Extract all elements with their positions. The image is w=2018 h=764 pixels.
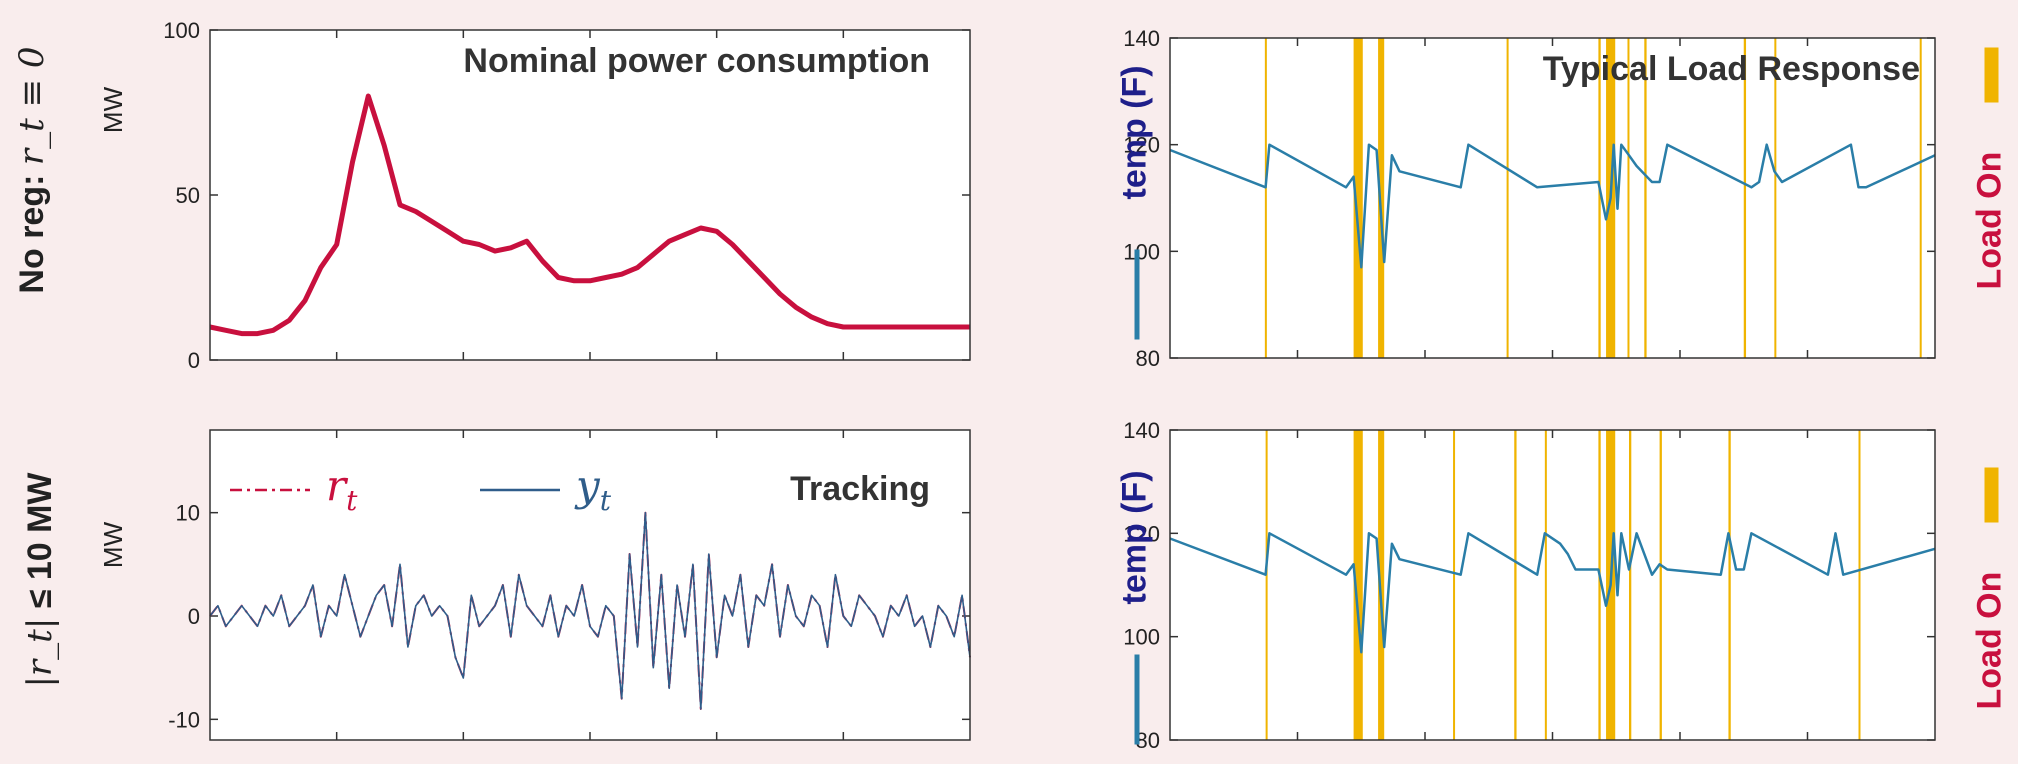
series-line-main	[209, 93, 970, 337]
y-tick-label: 120	[1123, 133, 1160, 158]
load-on-bar	[1629, 430, 1632, 740]
y-tick-label: 50	[176, 183, 200, 208]
power-chart: 0 50 100 Nominal power consumption MW	[98, 18, 971, 373]
row-label-bottom-text: ≤ 10 MW	[21, 472, 59, 618]
row-label-bottom-math: |r_t|	[20, 617, 60, 688]
load-on-bar	[1353, 430, 1363, 740]
y-tick-label: 100	[1123, 239, 1160, 264]
load-bottom-chart: 80 100 120 140	[1123, 418, 1936, 753]
load-on-swatch-top	[1984, 47, 1999, 103]
row-label-top-math: r_t ≡ 0	[12, 46, 52, 166]
load-top-chart: 80 100 120 140 Typical Load Response	[1123, 26, 1936, 371]
plot-frame	[209, 29, 971, 361]
y-tick-label: -10	[168, 707, 200, 732]
plot-area	[1170, 430, 1935, 740]
series-line-temp	[1169, 532, 1936, 654]
load-on-swatch-bottom	[1984, 467, 1999, 523]
load-on-bar	[1743, 38, 1747, 358]
plot-frame	[1169, 37, 1936, 359]
series-line-yt	[209, 511, 971, 710]
plot-frame	[1169, 429, 1936, 741]
chart-title: Tracking	[790, 470, 930, 508]
legend-subscript: t	[346, 484, 358, 517]
row-label-top-text: No reg:	[13, 165, 51, 294]
load-on-bar	[1378, 38, 1385, 358]
temp-swatch-bottom	[1134, 654, 1140, 745]
load-on-bar	[1858, 430, 1861, 740]
load-on-bar	[1919, 38, 1922, 358]
load-on-label-top: Load On	[1970, 47, 2010, 290]
load-on-bar	[1378, 430, 1385, 740]
load-on-bar	[1353, 38, 1363, 358]
y-tick-label: 80	[1136, 728, 1160, 753]
y-tick-label: 10	[176, 501, 200, 526]
plot-area	[1170, 38, 1935, 358]
y-tick-label: 100	[163, 18, 200, 43]
y-tick-label: 0	[188, 604, 200, 629]
y-tick-label: 0	[188, 348, 200, 373]
load-bottom-chart-panel: 80 100 120 140	[1075, 418, 1975, 764]
plot-frame	[209, 429, 971, 741]
y-axis-label: MW	[98, 86, 128, 133]
y-tick-label: 80	[1136, 346, 1160, 371]
y-tick-label: 100	[1123, 625, 1160, 650]
load-on-bar	[1774, 38, 1777, 358]
load-on-bar	[1506, 38, 1509, 358]
load-on-bar	[1544, 430, 1547, 740]
load-on-bar	[1728, 430, 1731, 740]
series-line-temp	[1169, 143, 1936, 269]
load-on-bar	[1598, 38, 1601, 358]
load-on-bar	[1644, 38, 1647, 358]
row-label-bottom: |r_t| ≤ 10 MW	[20, 400, 60, 760]
temp-label-bottom: temp (F)	[1116, 445, 1155, 745]
y-tick-label: 140	[1123, 26, 1160, 51]
power-chart-panel: 0 50 100 Nominal power consumption MW	[98, 18, 1040, 390]
row-label-top: No reg: r_t ≡ 0	[12, 0, 52, 350]
legend-subscript: t	[600, 484, 612, 517]
load-on-bar	[1264, 38, 1267, 358]
y-axis-label: MW	[98, 521, 128, 568]
plot-area	[210, 430, 970, 740]
load-on-bar	[1453, 430, 1456, 740]
load-on-bar	[1627, 38, 1630, 358]
load-on-label-bottom-text: Load On	[1970, 571, 2009, 710]
load-on-label-bottom: Load On	[1970, 467, 2010, 710]
load-top-chart-panel: 80 100 120 140 Typical Load Response	[1075, 20, 1975, 390]
y-tick-label: 120	[1123, 521, 1160, 546]
temp-label-top-text: temp (F)	[1115, 65, 1154, 200]
plot-area	[210, 30, 970, 360]
temp-label-bottom-text: temp (F)	[1115, 470, 1154, 605]
load-on-bar	[1598, 430, 1601, 740]
load-on-label-top-text: Load On	[1970, 151, 2009, 290]
chart-title: Typical Load Response	[1543, 50, 1920, 88]
temp-label-top: temp (F)	[1116, 40, 1155, 340]
chart-title: Nominal power consumption	[463, 42, 930, 80]
load-on-bar	[1659, 430, 1662, 740]
tracking-chart-panel: -10 0 10 Tracking MW rt yt	[98, 429, 1040, 764]
load-on-bar	[1265, 430, 1268, 740]
load-on-bar	[1514, 430, 1517, 740]
temp-swatch-top	[1134, 249, 1140, 340]
y-tick-label: 140	[1123, 418, 1160, 443]
